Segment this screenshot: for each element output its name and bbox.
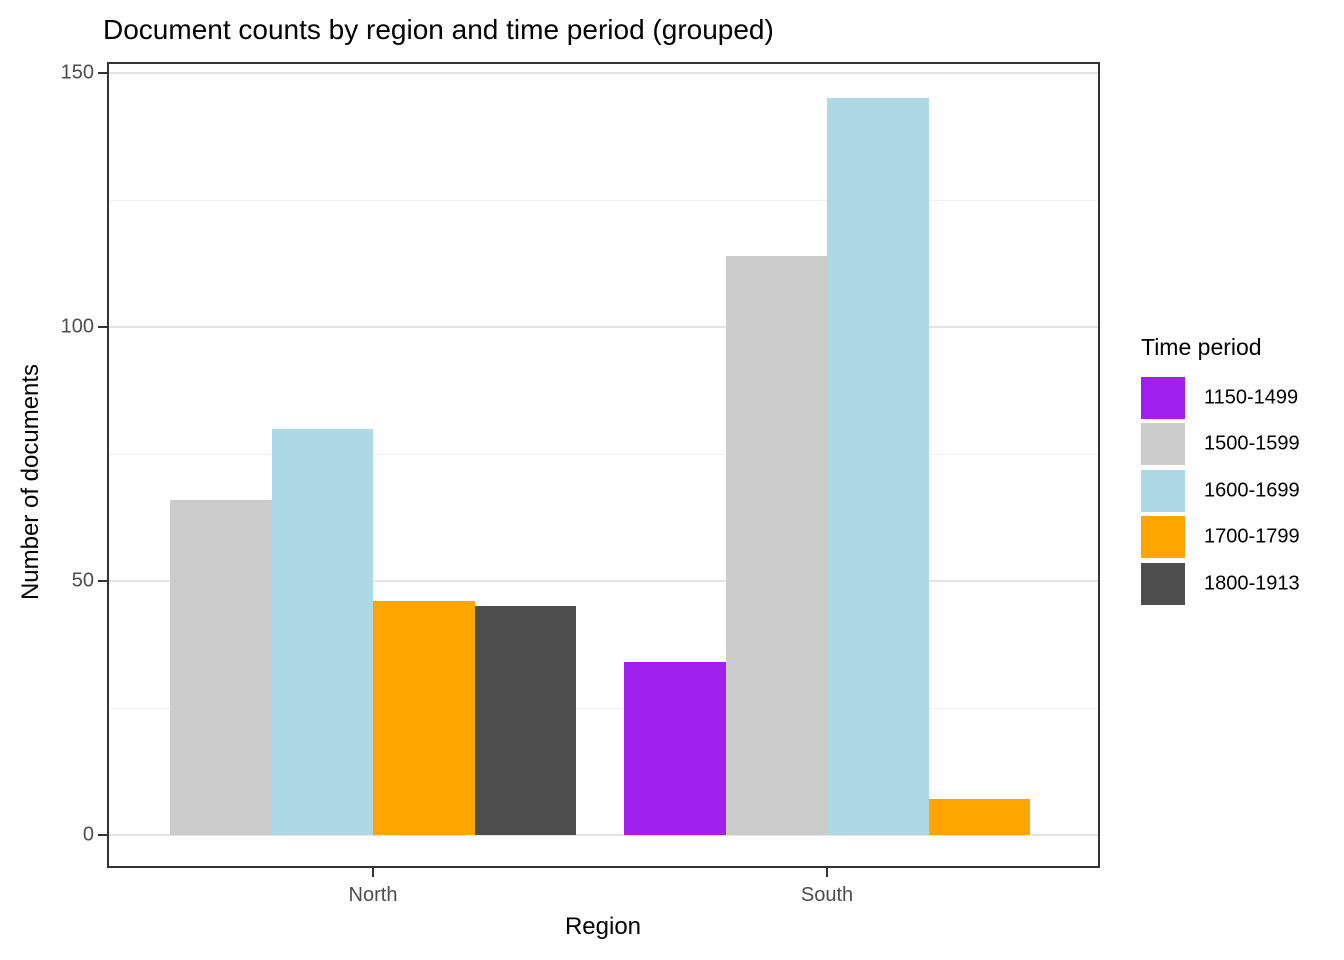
x-axis-title: Region xyxy=(564,913,642,940)
bar-south-1500-1599 xyxy=(725,255,827,835)
legend-label-1500-1599: 1500-1599 xyxy=(1204,432,1300,455)
legend-item-1800-1913: 1800-1913 xyxy=(1141,562,1341,605)
legend-label-1700-1799: 1700-1799 xyxy=(1204,525,1300,548)
y-tick-mark-0 xyxy=(98,834,107,836)
legend-label-1150-1499: 1150-1499 xyxy=(1204,386,1299,409)
bar-south-1700-1799 xyxy=(928,799,1030,835)
y-tick-mark-150 xyxy=(98,72,107,74)
bar-north-1500-1599 xyxy=(170,499,272,835)
gridline-major-150 xyxy=(107,72,1100,74)
bar-south-1600-1699 xyxy=(827,98,929,835)
legend-label-1600-1699: 1600-1699 xyxy=(1204,479,1300,502)
legend-key-1600-1699 xyxy=(1141,469,1185,512)
y-tick-mark-50 xyxy=(98,580,107,582)
y-tick-label-150: 150 xyxy=(60,61,94,84)
bar-south-1150-1499 xyxy=(624,662,726,835)
gridline-major-100 xyxy=(107,326,1100,328)
x-tick-label-north: North xyxy=(348,884,398,906)
bar-north-1600-1699 xyxy=(271,428,373,835)
bar-north-1800-1913 xyxy=(474,606,576,835)
gridline-minor-75 xyxy=(107,454,1100,455)
gridline-minor-25 xyxy=(107,708,1100,709)
legend-item-1700-1799: 1700-1799 xyxy=(1141,516,1341,559)
legend-item-1600-1699: 1600-1699 xyxy=(1141,469,1341,512)
legend-item-1150-1499: 1150-1499 xyxy=(1141,377,1341,419)
y-axis-title: Number of documents xyxy=(17,363,44,601)
plot-panel xyxy=(107,62,1100,868)
legend-key-1500-1599 xyxy=(1141,423,1185,466)
x-tick-mark-north xyxy=(372,868,374,877)
y-tick-label-100: 100 xyxy=(60,315,94,338)
legend-key-1800-1913 xyxy=(1141,562,1185,605)
y-tick-label-0: 0 xyxy=(82,823,94,846)
x-tick-mark-south xyxy=(826,868,828,877)
legend-item-1500-1599: 1500-1599 xyxy=(1141,423,1341,466)
gridline-major-50 xyxy=(107,580,1100,582)
legend-title: Time period xyxy=(1141,334,1262,360)
y-tick-mark-100 xyxy=(98,326,107,328)
chart-title: Document counts by region and time perio… xyxy=(103,14,774,45)
bar-north-1700-1799 xyxy=(373,601,475,835)
x-tick-label-south: South xyxy=(800,884,854,906)
gridline-minor-125 xyxy=(107,200,1100,201)
gridline-major-0 xyxy=(107,834,1100,836)
legend-key-1150-1499 xyxy=(1141,377,1185,419)
y-tick-label-50: 50 xyxy=(71,569,94,592)
legend-key-1700-1799 xyxy=(1141,516,1185,559)
legend-label-1800-1913: 1800-1913 xyxy=(1204,572,1300,595)
